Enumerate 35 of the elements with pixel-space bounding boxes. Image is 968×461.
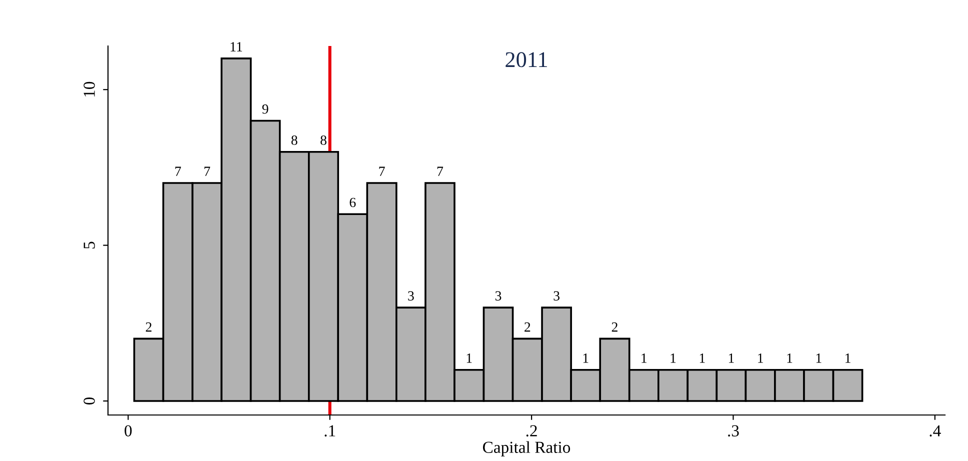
data-label: 1 (787, 354, 792, 363)
data-label: 3 (408, 291, 414, 301)
x-tick-label: .2 (526, 425, 537, 437)
data-label: 1 (700, 354, 705, 363)
data-label: 1 (846, 354, 850, 363)
x-tick-label: .4 (930, 425, 941, 437)
data-label: 7 (437, 166, 444, 176)
data-label: 3 (554, 291, 560, 301)
data-label: 3 (495, 291, 502, 301)
data-label: 9 (262, 104, 268, 114)
chart-title: 2011 (506, 52, 547, 68)
data-label: 2 (146, 322, 152, 332)
x-axis-title: Capital Ratio (482, 441, 570, 456)
x-tick-label: .1 (324, 425, 336, 437)
data-label: 7 (379, 166, 385, 176)
data-label: 1 (642, 354, 647, 363)
data-label: 8 (291, 136, 298, 145)
data-label: 6 (350, 198, 356, 208)
data-label: 7 (204, 166, 210, 176)
data-label: 1 (670, 354, 676, 363)
data-label: 1 (466, 354, 472, 363)
data-label: 2 (612, 322, 618, 332)
data-label: 8 (320, 136, 326, 145)
x-tick-label: 0 (124, 425, 132, 436)
y-tick-label: 10 (84, 82, 95, 96)
data-label: 2 (524, 322, 530, 332)
data-label: 1 (758, 354, 763, 363)
y-tick-label: 5 (84, 242, 95, 248)
x-tick-label: .3 (728, 425, 739, 437)
data-label: 1 (816, 354, 822, 363)
y-tick-label: 0 (84, 397, 95, 405)
data-label: 1 (583, 354, 588, 363)
data-label: 7 (175, 166, 181, 176)
data-label: 1 (728, 354, 734, 363)
data-label: 11 (230, 42, 242, 52)
